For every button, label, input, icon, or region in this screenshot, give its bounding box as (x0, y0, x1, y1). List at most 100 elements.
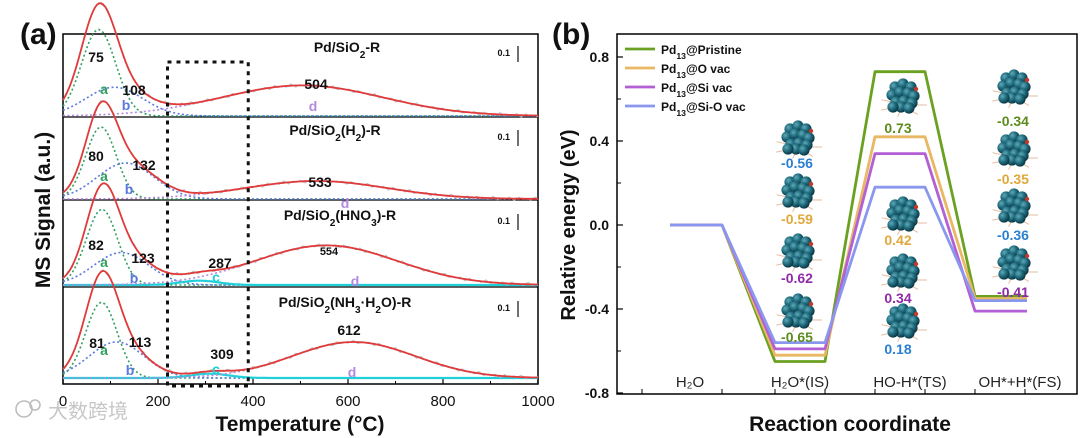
component-letter-b: b (125, 181, 134, 197)
energy-path (670, 185, 1027, 344)
component-letter-c: c (212, 269, 220, 285)
component-curve-a (62, 28, 538, 117)
y-tick-label: 0.4 (590, 133, 610, 149)
component-letter-d: d (348, 364, 357, 380)
watermark-icon-dot (29, 399, 41, 411)
panel-b-label: (b) (552, 18, 590, 51)
fitted-curve (62, 2, 539, 117)
panel-b-frame (616, 33, 1078, 395)
pd-cluster-icon (881, 303, 927, 342)
x-tick-label: 400 (240, 393, 265, 410)
panel-b-energy-labels: -0.56 -0.59 -0.62 -0.65 0.73 0.42 0.34 0.18 -0.3… (781, 113, 1029, 357)
highlight-box (166, 60, 250, 388)
legend-label: Pd13@Pristine (661, 43, 742, 61)
panel-b-state-labels: H₂O H₂O*(IS) HO-H*(TS) OH*+H*(FS) (676, 374, 1062, 391)
energy-value-fs: -0.34 (997, 113, 1029, 129)
panel-b-y-ticks: 0.8 0.4 0.0 -0.4 -0.8 (585, 49, 1026, 401)
component-letter-a: a (100, 81, 108, 97)
sample-title: Pd/SiO2(HNO3)-R (284, 207, 396, 229)
peak-temperature-d: 612 (337, 322, 361, 338)
component-curve-b (62, 162, 538, 200)
peak-temperature-c: 287 (208, 255, 232, 271)
scale-bar-label: 0.1 (497, 303, 510, 313)
fitted-curve (62, 100, 539, 200)
peak-temperature-b: 113 (129, 334, 152, 350)
panel-b-y-label: Relative energy (eV) (558, 129, 580, 320)
energy-value-is: -0.56 (781, 155, 813, 171)
x-tick-label: 1000 (521, 393, 554, 410)
panel-b-structures (776, 69, 1038, 342)
state-label: HO-H*(TS) (873, 374, 946, 391)
pd-cluster-icon (776, 293, 822, 332)
watermark: 大数跨境 (15, 399, 128, 423)
pd-cluster-icon (776, 173, 822, 212)
fitted-curve (62, 182, 538, 286)
x-tick-label: 600 (335, 393, 360, 410)
component-letter-b: b (122, 97, 131, 113)
energy-path (670, 70, 1027, 363)
energy-value-ts: 0.42 (884, 232, 911, 248)
sample-title: Pd/SiO2(H2)-R (289, 122, 380, 144)
legend-label: Pd13@O vac (661, 62, 731, 80)
component-curve-c (63, 279, 538, 287)
pd-cluster-icon (992, 188, 1038, 227)
peak-temperature-a: 80 (88, 148, 104, 164)
component-letter-b: b (126, 362, 135, 378)
state-label: OH*+H*(FS) (979, 374, 1062, 391)
component-curve-b (62, 86, 538, 117)
component-letter-a: a (100, 168, 108, 184)
state-label: H₂O (676, 374, 704, 391)
watermark-text: 大数跨境 (48, 400, 128, 423)
sample-title: Pd/SiO2-R (314, 39, 380, 61)
panel-a-x-label: Temperature (°C) (215, 413, 384, 436)
component-letter-a: a (100, 254, 108, 270)
component-letter-d: d (351, 273, 360, 289)
scale-bar-label: 0.1 (497, 132, 510, 142)
y-tick-label: 0.0 (590, 217, 610, 233)
panel-b: (b) 0.8 0.4 0.0 -0.4 -0.8 Relative energy (e… (552, 18, 1078, 436)
legend-label: Pd13@Si vac (661, 81, 733, 99)
energy-path (670, 135, 1027, 357)
x-tick-label: 0 (59, 393, 67, 410)
scale-bar-label: 0.1 (497, 48, 510, 58)
y-tick-label: 0.8 (590, 49, 610, 65)
y-tick-label: -0.4 (585, 301, 609, 317)
component-letter-d: d (341, 195, 350, 211)
peak-temperature-a: 82 (88, 237, 104, 253)
component-letter-d: d (309, 98, 318, 114)
raw-signal (62, 2, 539, 118)
pd-cluster-icon (881, 196, 927, 235)
component-curve-c (63, 372, 538, 380)
y-tick-label: -0.8 (585, 385, 609, 401)
panel-b-x-label: Reaction coordinate (749, 413, 951, 436)
fitted-curve (62, 269, 539, 379)
panel-a-dividers (63, 116, 538, 288)
peak-temperature-b: 108 (122, 82, 146, 98)
energy-value-fs: -0.35 (997, 171, 1029, 187)
pd-cluster-icon (992, 69, 1038, 108)
energy-value-ts: 0.18 (884, 341, 911, 357)
x-tick-label: 800 (430, 393, 455, 410)
pd-cluster-icon (992, 131, 1038, 170)
energy-value-is: -0.62 (781, 270, 813, 286)
peak-temperature-b: 132 (132, 157, 156, 173)
energy-value-fs: -0.36 (997, 227, 1029, 243)
pd-cluster-icon (992, 245, 1038, 284)
panel-a-x-ticks: 0 200 400 600 800 1000 (59, 378, 555, 410)
legend-label: Pd13@Si-O vac (661, 100, 746, 118)
energy-value-ts: 0.34 (884, 290, 911, 306)
peak-temperature-d: 533 (308, 174, 332, 190)
panel-b-energy-paths (670, 70, 1027, 363)
panel-a-y-label: MS Signal (a.u.) (32, 132, 55, 288)
peak-temperature-d: 504 (304, 76, 328, 92)
x-tick-label: 200 (145, 393, 170, 410)
pd-cluster-icon (881, 78, 927, 117)
panel-a: (a) 0 200 400 600 800 1000 Temperature (°C) M… (20, 2, 555, 436)
component-letter-b: b (130, 270, 139, 286)
pd-cluster-icon (881, 253, 927, 292)
panel-a-label: (a) (20, 18, 57, 51)
pd-cluster-icon (776, 233, 822, 272)
